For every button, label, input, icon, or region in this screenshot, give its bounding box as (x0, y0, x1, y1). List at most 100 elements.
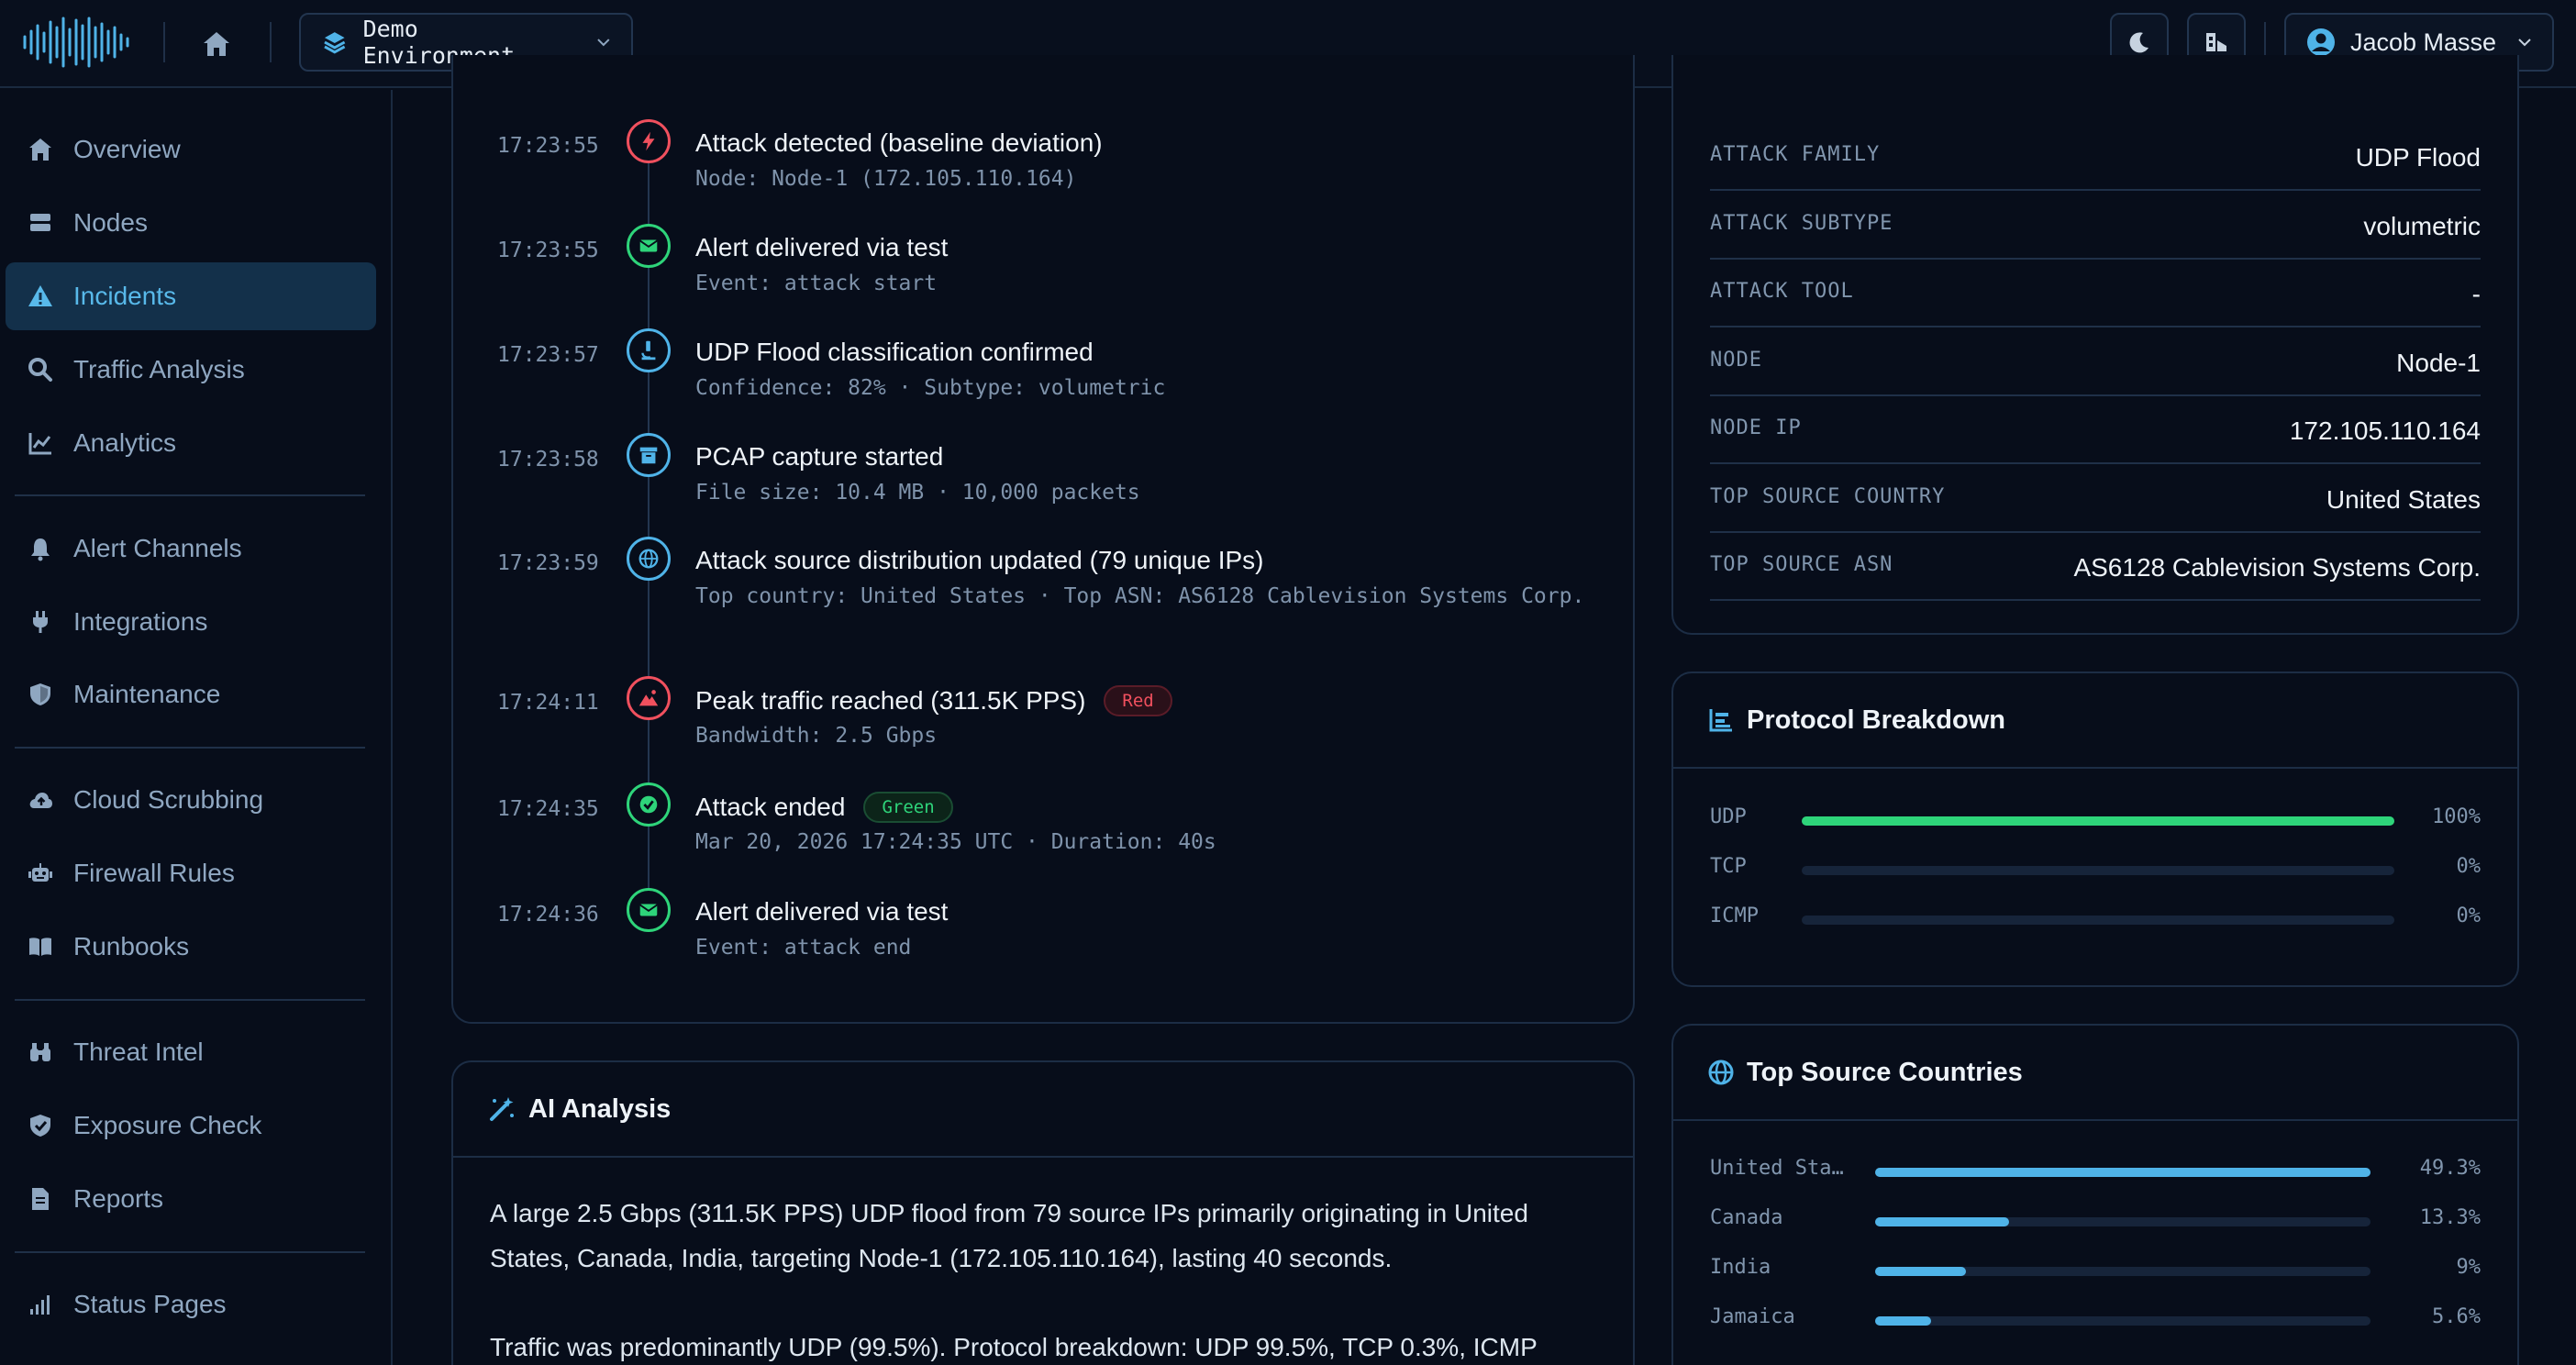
home-icon (204, 32, 229, 56)
warning-icon (28, 283, 53, 309)
globe-icon (1708, 1060, 1734, 1085)
protocol-breakdown-card: Protocol Breakdown (1671, 671, 2519, 987)
bar-label: TCP (1710, 855, 1747, 878)
bar-percent: 100% (2432, 805, 2481, 828)
sidebar-item-firewall-rules[interactable]: Firewall Rules (6, 839, 376, 907)
bar-track (1802, 816, 2394, 826)
ai-analysis-title: AI Analysis (528, 1093, 672, 1124)
bar-row: UDP 100% (1710, 802, 2481, 838)
sidebar-item-maintenance[interactable]: Maintenance (6, 660, 376, 728)
top-source-countries-title: Top Source Countries (1747, 1057, 2023, 1087)
magic-wand-icon (490, 1097, 514, 1121)
ai-analysis-card: AI Analysis A large 2.5 Gbps (311.5K PPS… (451, 1060, 1635, 1365)
sidebar-item-label: Runbooks (73, 932, 190, 960)
sidebar-item-overview[interactable]: Overview (6, 116, 376, 183)
envelope-icon (627, 224, 671, 268)
sidebar-item-label: Reports (73, 1184, 164, 1213)
detail-row: NODE IP 172.105.110.164 (1710, 396, 2481, 464)
bar-fill (1875, 1217, 2009, 1226)
sidebar-item-runbooks[interactable]: Runbooks (6, 913, 376, 981)
moon-icon (2129, 32, 2149, 53)
logo-icon[interactable] (22, 17, 132, 68)
severity-badge: Red (1104, 685, 1172, 716)
envelope-icon (627, 888, 671, 932)
bar-percent: 5.6% (2432, 1305, 2481, 1328)
sidebar-divider (15, 1251, 365, 1253)
detail-row: ATTACK FAMILY UDP Flood (1710, 123, 2481, 191)
timeline-title: UDP Flood classification confirmed (695, 338, 1094, 367)
sidebar-item-exposure-check[interactable]: Exposure Check (6, 1092, 376, 1160)
home-button[interactable] (194, 22, 239, 66)
sidebar-item-nodes[interactable]: Nodes (6, 189, 376, 257)
sidebar-item-reports[interactable]: Reports (6, 1165, 376, 1233)
divider (163, 22, 165, 62)
user-name: Jacob Masse (2350, 28, 2497, 56)
binoculars-icon (28, 1039, 53, 1065)
top-source-countries-header: Top Source Countries (1673, 1026, 2517, 1121)
bar-row: Canada 13.3% (1710, 1203, 2481, 1239)
ai-analysis-header: AI Analysis (453, 1062, 1633, 1158)
bar-chart-icon (1709, 709, 1732, 732)
detail-value: - (2471, 280, 2481, 308)
sidebar-item-label: Overview (73, 135, 181, 163)
timeline-title-text: Attack ended (695, 793, 846, 821)
sidebar-item-label: Alert Channels (73, 534, 242, 562)
bar-percent: 9% (2456, 1256, 2482, 1279)
bar-track (1875, 1267, 2371, 1276)
detail-value: Node-1 (2396, 348, 2481, 377)
timeline-title: Attack detected (baseline deviation) (695, 128, 1103, 158)
bar-row: TCP 0% (1710, 851, 2481, 888)
top-source-countries-card: Top Source Countries (1671, 1024, 2519, 1365)
sidebar-item-label: Status Pages (73, 1290, 227, 1318)
bar-percent: 0% (2456, 904, 2482, 927)
sidebar-item-traffic-analysis[interactable]: Traffic Analysis (6, 336, 376, 404)
detail-key: ATTACK SUBTYPE (1710, 211, 1893, 235)
detail-value: United States (2326, 484, 2481, 514)
sidebar-item-integrations[interactable]: Integrations (6, 588, 376, 656)
sidebar-item-label: Exposure Check (73, 1111, 262, 1139)
archive-icon (627, 433, 671, 477)
timeline-time: 17:23:58 (497, 448, 599, 472)
timeline-line (648, 141, 650, 921)
timeline-title: Attack ended Green (695, 792, 953, 823)
bar-fill (1875, 1316, 1932, 1326)
sidebar-item-incidents[interactable]: Incidents (6, 262, 376, 330)
sidebar-divider (15, 494, 365, 496)
sidebar-item-cloud-scrubbing[interactable]: Cloud Scrubbing (6, 766, 376, 834)
bar-label: United Sta… (1710, 1157, 1844, 1180)
detail-value: volumetric (2363, 211, 2481, 240)
chevron-down-icon (2518, 39, 2531, 47)
protocol-breakdown-title: Protocol Breakdown (1747, 705, 2005, 735)
timeline-time: 17:23:59 (497, 551, 599, 575)
home-icon (28, 137, 53, 162)
detail-row: ATTACK TOOL - (1710, 260, 2481, 327)
detail-value: AS6128 Cablevision Systems Corp. (2073, 553, 2481, 582)
timeline-title-text: Attack detected (baseline deviation) (695, 128, 1103, 157)
timeline-time: 17:24:36 (497, 903, 599, 927)
timeline-time: 17:24:11 (497, 691, 599, 715)
server-icon (28, 210, 53, 236)
bar-label: Jamaica (1710, 1305, 1795, 1328)
sidebar-item-analytics[interactable]: Analytics (6, 409, 376, 477)
timeline-title-text: Alert delivered via test (695, 897, 949, 926)
bar-track (1802, 916, 2394, 925)
detail-key: NODE (1710, 348, 1762, 372)
robot-icon (28, 860, 53, 886)
building-icon (2206, 33, 2226, 51)
incident-timeline-card (451, 55, 1635, 1024)
sidebar-item-status-pages[interactable]: Status Pages (6, 1271, 376, 1338)
timeline-detail: Bandwidth: 2.5 Gbps (695, 724, 938, 748)
sidebar-item-label: Nodes (73, 208, 148, 237)
sidebar-item-alert-channels[interactable]: Alert Channels (6, 515, 376, 583)
mountain-icon (627, 676, 671, 720)
sidebar-item-threat-intel[interactable]: Threat Intel (6, 1018, 376, 1086)
divider (270, 22, 272, 62)
signal-icon (28, 1292, 53, 1317)
shield-check-icon (28, 1113, 53, 1138)
detail-key: ATTACK TOOL (1710, 280, 1854, 303)
bar-fill (1875, 1267, 1966, 1276)
plug-icon (28, 609, 53, 635)
bar-percent: 0% (2456, 855, 2482, 878)
bar-track (1875, 1217, 2371, 1226)
document-icon (28, 1186, 53, 1212)
